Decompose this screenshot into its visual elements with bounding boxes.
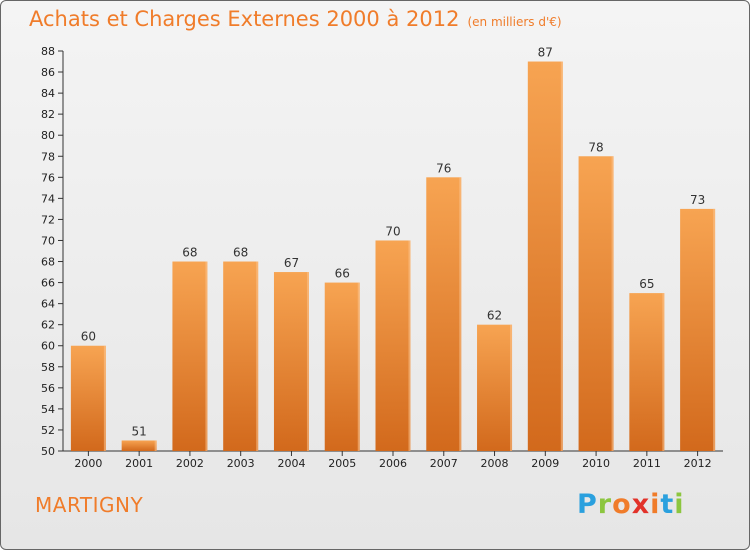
bar-highlight [611,156,614,451]
x-tick-label-2010: 2010 [582,457,610,470]
x-tick-label-2000: 2000 [74,457,102,470]
value-label-2002: 68 [182,246,197,260]
bar-2008 [477,324,513,451]
x-tick-label-2007: 2007 [430,457,458,470]
y-tick-label: 50 [41,445,55,458]
y-tick-label: 56 [41,382,55,395]
bar-2009 [527,61,563,452]
y-tick-label: 62 [41,319,55,332]
bar-highlight [154,440,157,451]
bar-highlight [662,293,665,451]
y-tick-label: 82 [41,108,55,121]
value-label-2011: 65 [639,277,654,291]
x-tick-label-2011: 2011 [633,457,661,470]
logo-letter: i [674,489,685,520]
bar-2003 [223,261,259,451]
value-label-2010: 78 [588,140,603,154]
x-axis: 2000 2001 2002 2003 2004 2005 2006 2007 2008 2009… [63,450,723,470]
bar-2000 [70,345,106,451]
x-tick-label-2012: 2012 [684,457,712,470]
logo-letter: t [660,489,675,520]
bar-2002 [172,261,208,451]
value-label-2001: 51 [132,424,147,438]
x-tick-label-2001: 2001 [125,457,153,470]
y-tick-label: 78 [41,150,55,163]
bar-highlight [510,324,513,451]
bar-highlight [357,282,360,451]
value-label-2003: 68 [233,246,248,260]
y-tick-label: 86 [41,66,55,79]
bar-highlight [103,345,106,451]
value-label-2005: 66 [335,267,350,281]
bar-highlight [256,261,259,451]
y-tick-label: 58 [41,361,55,374]
x-tick-label-2004: 2004 [277,457,305,470]
y-tick-label: 54 [41,403,55,416]
value-label-2007: 76 [436,161,451,175]
logo-letter: P [577,489,598,520]
y-tick-label: 70 [41,234,55,247]
bar-highlight [713,208,716,451]
logo-letter: i [650,489,661,520]
bar-highlight [306,272,309,451]
logo-letter: r [597,489,613,520]
y-tick-label: 88 [41,45,55,58]
bar-2006 [375,240,411,451]
y-tick-label: 80 [41,129,55,142]
value-labels-group: 60 51 68 68 67 66 70 76 62 87 78 65 73 [81,46,706,439]
bar-2011 [629,293,665,451]
logo-letter: x [631,489,651,520]
y-tick-label: 74 [41,192,55,205]
bar-2007 [426,177,462,451]
y-tick-label: 64 [41,298,55,311]
bar-highlight [408,240,411,451]
bar-highlight [459,177,462,451]
value-label-2006: 70 [385,224,400,238]
y-tick-label: 72 [41,213,55,226]
x-tick-label-2005: 2005 [328,457,356,470]
bar-2005 [324,282,360,451]
x-tick-label-2009: 2009 [531,457,559,470]
bar-highlight [560,61,563,452]
bar-2012 [680,208,716,451]
bar-2001 [121,440,157,451]
chart-title-text: Achats et Charges Externes 2000 à 2012 [29,7,460,31]
chart-subtitle: (en milliers d'€) [467,15,562,29]
y-tick-label: 52 [41,424,55,437]
chart-title: Achats et Charges Externes 2000 à 2012 (e… [29,7,562,31]
value-label-2004: 67 [284,256,299,270]
y-tick-label: 60 [41,340,55,353]
y-tick-label: 76 [41,171,55,184]
x-tick-label-2008: 2008 [481,457,509,470]
bar-highlight [205,261,208,451]
y-tick-label: 84 [41,87,55,100]
logo-letter: o [612,489,632,520]
bar-2010 [578,156,614,451]
x-tick-label-2003: 2003 [227,457,255,470]
y-axis: 50 52 54 56 58 60 62 64 66 68 70 72 74 76 78 80 82 84 86 88 [41,45,64,458]
value-label-2012: 73 [690,193,705,207]
value-label-2000: 60 [81,330,96,344]
bars-group [70,61,716,452]
x-tick-label-2006: 2006 [379,457,407,470]
proxiti-logo: Proxiti [577,489,685,520]
value-label-2008: 62 [487,309,502,323]
town-name: MARTIGNY [35,493,144,517]
y-tick-label: 66 [41,277,55,290]
x-tick-label-2002: 2002 [176,457,204,470]
y-tick-label: 68 [41,256,55,269]
bar-2004 [273,272,309,451]
value-label-2009: 87 [538,46,553,60]
